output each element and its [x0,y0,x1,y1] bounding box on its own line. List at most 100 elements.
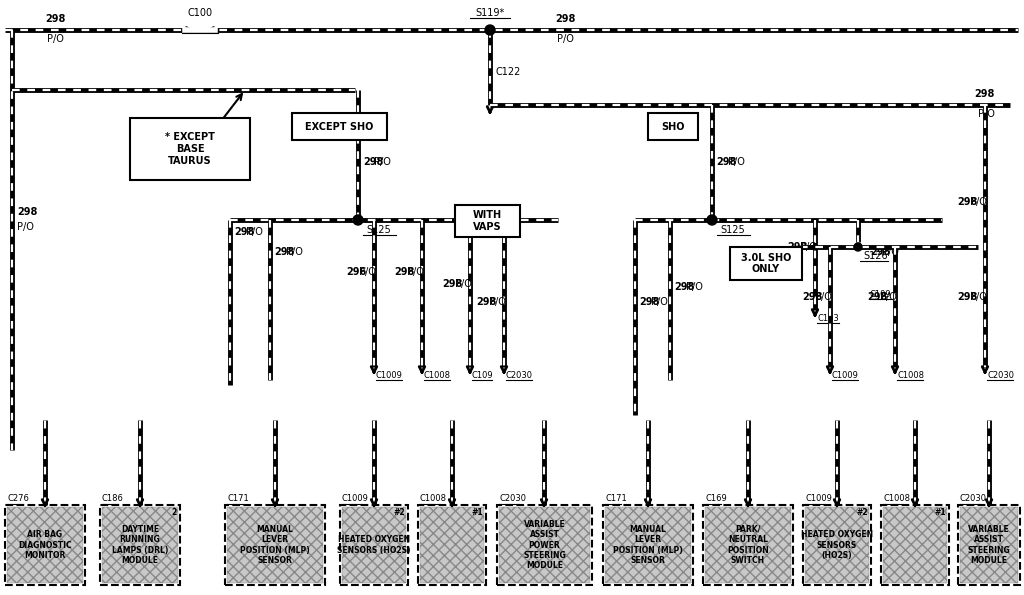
Text: P/O: P/O [407,267,424,277]
Text: AIR BAG
DIAGNOSTIC
MONITOR: AIR BAG DIAGNOSTIC MONITOR [18,530,72,560]
Text: C2030: C2030 [987,371,1014,380]
Bar [7,507,83,583]
Text: VARIABLE
ASSIST
POWER
STEERING
MODULE: VARIABLE ASSIST POWER STEERING MODULE [523,519,566,570]
Bar [703,505,793,585]
Text: P/O: P/O [728,157,744,167]
Text: C100: C100 [187,8,213,18]
Text: 298: 298 [362,157,383,167]
Text: C122: C122 [495,67,520,77]
Text: 298: 298 [787,242,807,252]
Bar [342,507,406,583]
Text: P/O: P/O [978,109,995,119]
Text: 298: 298 [17,207,37,217]
Text: 298: 298 [957,197,977,207]
Text: S125: S125 [366,225,391,235]
Text: P/O: P/O [686,282,702,292]
Text: 298: 298 [476,297,497,307]
Text: 298: 298 [867,292,888,302]
Text: C1009: C1009 [805,494,831,503]
Text: P/O: P/O [651,297,668,307]
Bar [100,505,180,585]
Bar [881,505,949,585]
Text: S126: S126 [863,251,888,261]
Text: P/O: P/O [800,242,817,252]
Text: SHO: SHO [662,121,685,131]
Text: C276: C276 [7,494,29,503]
Text: WITH
VAPS: WITH VAPS [473,210,502,232]
Text: P/O: P/O [286,247,303,257]
Text: C109: C109 [472,371,494,380]
Text: C2030: C2030 [499,494,526,503]
Bar [130,118,250,180]
Text: C1008: C1008 [883,494,910,503]
Bar [648,113,698,140]
Text: P/O: P/O [882,247,899,257]
Text: C1009: C1009 [342,494,369,503]
Bar [705,507,791,583]
Text: P/O: P/O [359,267,376,277]
Text: * EXCEPT
BASE
TAURUS: * EXCEPT BASE TAURUS [165,133,215,165]
Bar [418,505,486,585]
Bar [961,507,1018,583]
Bar [499,507,590,583]
Text: 298: 298 [639,297,659,307]
Text: #2: #2 [856,508,868,517]
Bar [455,205,520,237]
Text: C1008: C1008 [424,371,451,380]
Text: 298: 298 [802,292,822,302]
Circle shape [353,215,362,225]
Bar [883,507,947,583]
Text: C171: C171 [227,494,249,503]
Text: EXCEPT SHO: EXCEPT SHO [305,121,374,131]
Circle shape [707,215,717,225]
Text: #1: #1 [471,508,483,517]
Text: 298: 298 [870,247,891,257]
Text: #2: #2 [393,508,406,517]
Text: C1008: C1008 [420,494,447,503]
Text: C103: C103 [817,314,839,323]
Text: DAYTIME
RUNNING
LAMPS (DRL)
MODULE: DAYTIME RUNNING LAMPS (DRL) MODULE [112,525,168,565]
Text: C109: C109 [870,290,892,299]
Text: 298: 298 [442,279,463,289]
Text: 298: 298 [555,14,575,24]
Bar [958,505,1020,585]
Bar [803,505,871,585]
Text: MANUAL
LEVER
POSITION (MLP)
SENSOR: MANUAL LEVER POSITION (MLP) SENSOR [613,525,683,565]
Bar [805,507,869,583]
Text: P/O: P/O [17,222,34,232]
Bar [102,507,178,583]
Text: C2030: C2030 [961,494,987,503]
Bar [730,247,802,280]
Circle shape [854,243,862,251]
Text: 298: 298 [716,157,736,167]
Text: P/O: P/O [246,227,263,237]
Text: 298: 298 [234,227,254,237]
Circle shape [485,25,495,35]
Text: 298: 298 [975,89,995,99]
Text: 3.0L SHO
ONLY: 3.0L SHO ONLY [740,253,792,274]
Bar [225,505,325,585]
Text: 298: 298 [274,247,294,257]
Text: 2: 2 [172,508,177,517]
Text: P/O: P/O [970,197,987,207]
Text: S119*: S119* [475,8,505,18]
Text: PARK/
NEUTRAL
POSITION
SWITCH: PARK/ NEUTRAL POSITION SWITCH [727,525,769,565]
Bar [603,505,693,585]
Text: #1: #1 [934,508,946,517]
Bar [5,505,85,585]
Text: 298: 298 [394,267,415,277]
Text: P/O: P/O [374,157,391,167]
Text: P/O: P/O [970,292,987,302]
Text: P/O: P/O [557,34,573,44]
Text: P/O: P/O [880,292,897,302]
Bar [420,507,484,583]
Text: 298: 298 [674,282,694,292]
Text: C171: C171 [605,494,627,503]
Text: C186: C186 [102,494,124,503]
Bar [292,113,387,140]
Bar [227,507,323,583]
Text: MANUAL
LEVER
POSITION (MLP)
SENSOR: MANUAL LEVER POSITION (MLP) SENSOR [240,525,310,565]
Text: HEATED OXYGEN
SENSORS
(HO2S): HEATED OXYGEN SENSORS (HO2S) [801,530,873,560]
Text: P/O: P/O [46,34,63,44]
Text: 298: 298 [45,14,66,24]
